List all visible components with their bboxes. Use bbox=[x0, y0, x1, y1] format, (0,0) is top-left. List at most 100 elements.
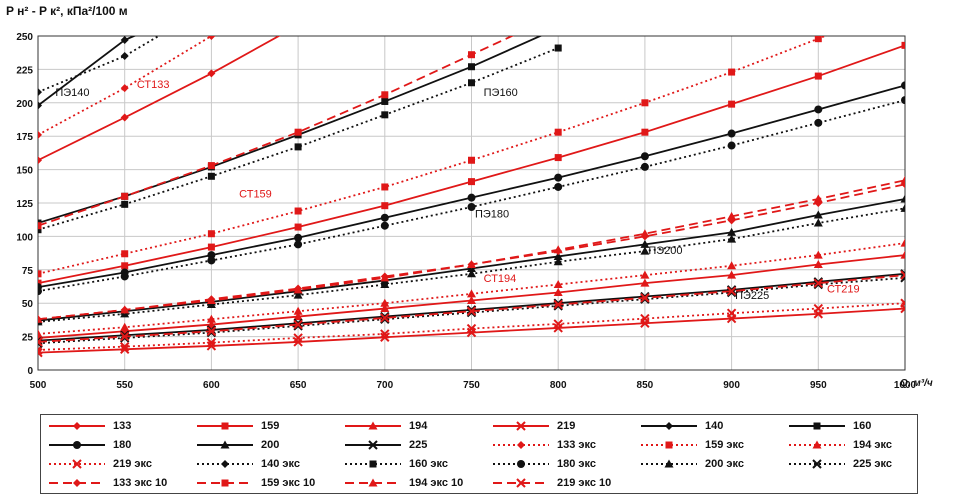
data-point bbox=[120, 322, 130, 331]
legend-item: 225 экс bbox=[787, 457, 892, 471]
y-tick-label: 0 bbox=[27, 366, 33, 377]
data-point bbox=[120, 52, 129, 61]
data-point bbox=[813, 303, 824, 314]
data-point bbox=[553, 257, 563, 266]
legend-item: 194 bbox=[343, 419, 427, 433]
x-tick-label: 800 bbox=[550, 380, 567, 391]
legend-label: 159 экс 10 bbox=[261, 477, 316, 489]
series-160-экс bbox=[38, 44, 562, 234]
data-point bbox=[553, 251, 563, 260]
data-point bbox=[554, 154, 562, 162]
data-point bbox=[38, 287, 42, 296]
legend-item: 159 bbox=[195, 419, 279, 433]
data-point bbox=[120, 84, 129, 93]
legend-label: 180 bbox=[113, 439, 132, 451]
series-line bbox=[38, 36, 212, 136]
data-point bbox=[38, 314, 43, 323]
series-194 bbox=[38, 250, 905, 342]
chart-series bbox=[38, 24, 905, 358]
data-point bbox=[727, 234, 737, 243]
data-point bbox=[813, 194, 823, 203]
legend-item: 140 bbox=[639, 419, 723, 433]
data-point bbox=[206, 300, 216, 309]
legend-label: 140 экс bbox=[261, 458, 300, 470]
data-point bbox=[814, 36, 822, 43]
data-point bbox=[727, 129, 736, 138]
data-point bbox=[554, 128, 562, 136]
x-tick-label: 950 bbox=[810, 380, 827, 391]
data-point bbox=[380, 279, 390, 288]
data-point bbox=[380, 221, 389, 230]
legend-swatch bbox=[345, 478, 401, 487]
y-tick-label: 200 bbox=[16, 99, 33, 110]
legend-swatch bbox=[49, 441, 105, 449]
y-axis-label: P н² - P к², кПа²/100 м bbox=[6, 4, 128, 18]
legend-item: 200 экс bbox=[639, 457, 744, 471]
data-point bbox=[207, 69, 216, 78]
legend-marker bbox=[221, 460, 229, 468]
legend-swatch bbox=[493, 478, 549, 488]
data-point bbox=[380, 313, 390, 323]
data-point bbox=[553, 288, 563, 297]
data-point bbox=[207, 243, 215, 251]
data-point bbox=[640, 239, 650, 248]
data-point bbox=[467, 203, 476, 212]
data-point bbox=[38, 222, 42, 230]
legend-item: 200 bbox=[195, 438, 279, 452]
legend-marker bbox=[221, 479, 229, 487]
legend-label: 160 экс bbox=[409, 458, 448, 470]
data-point bbox=[38, 279, 42, 287]
data-point bbox=[294, 223, 302, 231]
legend-marker bbox=[812, 440, 822, 449]
legend-label: 219 экс bbox=[113, 458, 152, 470]
legend-label: 160 bbox=[853, 420, 872, 432]
data-point bbox=[207, 172, 215, 180]
series-line bbox=[38, 36, 161, 93]
legend-label: 133 экс bbox=[557, 439, 596, 451]
data-point bbox=[640, 246, 650, 255]
y-tick-label: 150 bbox=[16, 166, 33, 177]
y-tick-label: 100 bbox=[16, 232, 33, 243]
series-180-экс bbox=[38, 96, 905, 296]
legend-item: 219 экс bbox=[47, 457, 152, 471]
y-tick-label: 250 bbox=[16, 32, 33, 43]
data-point bbox=[814, 105, 823, 114]
data-point bbox=[554, 44, 562, 52]
data-point bbox=[728, 68, 736, 76]
series-159 bbox=[38, 41, 905, 287]
x-tick-label: 700 bbox=[376, 380, 393, 391]
legend-swatch bbox=[789, 459, 845, 469]
data-point bbox=[640, 152, 649, 161]
data-point bbox=[468, 79, 475, 87]
data-point bbox=[119, 341, 130, 352]
data-point bbox=[38, 101, 42, 110]
data-point bbox=[640, 270, 650, 279]
data-point bbox=[466, 323, 477, 334]
x-axis-label: Q, м³/ч bbox=[900, 378, 933, 389]
legend-marker bbox=[516, 421, 526, 431]
series-133-экс bbox=[38, 36, 216, 139]
data-point bbox=[727, 211, 737, 220]
chart-axes: 500 550 600 650 700 750 800 850 900 950 1000 0 25 50 7… bbox=[16, 32, 916, 391]
data-point bbox=[38, 88, 42, 97]
legend-label: 219 bbox=[557, 420, 576, 432]
data-point bbox=[640, 313, 650, 324]
data-point bbox=[294, 240, 303, 249]
legend-item: 194 экс 10 bbox=[343, 476, 463, 490]
series-194-экс-10 bbox=[38, 175, 905, 323]
legend-swatch bbox=[197, 422, 253, 430]
plot-frame bbox=[37, 35, 906, 371]
data-point bbox=[555, 24, 562, 31]
x-tick-label: 900 bbox=[723, 380, 740, 391]
data-point bbox=[121, 262, 129, 270]
x-tick-label: 750 bbox=[463, 380, 480, 391]
legend-item: 133 экс bbox=[491, 438, 596, 452]
data-point bbox=[206, 337, 217, 348]
legend-marker bbox=[368, 440, 378, 450]
data-point bbox=[119, 344, 130, 354]
data-point bbox=[293, 306, 303, 315]
data-point bbox=[813, 250, 823, 259]
legend-marker bbox=[517, 441, 525, 449]
legend-item: 180 экс bbox=[491, 457, 596, 471]
data-point bbox=[120, 113, 129, 122]
